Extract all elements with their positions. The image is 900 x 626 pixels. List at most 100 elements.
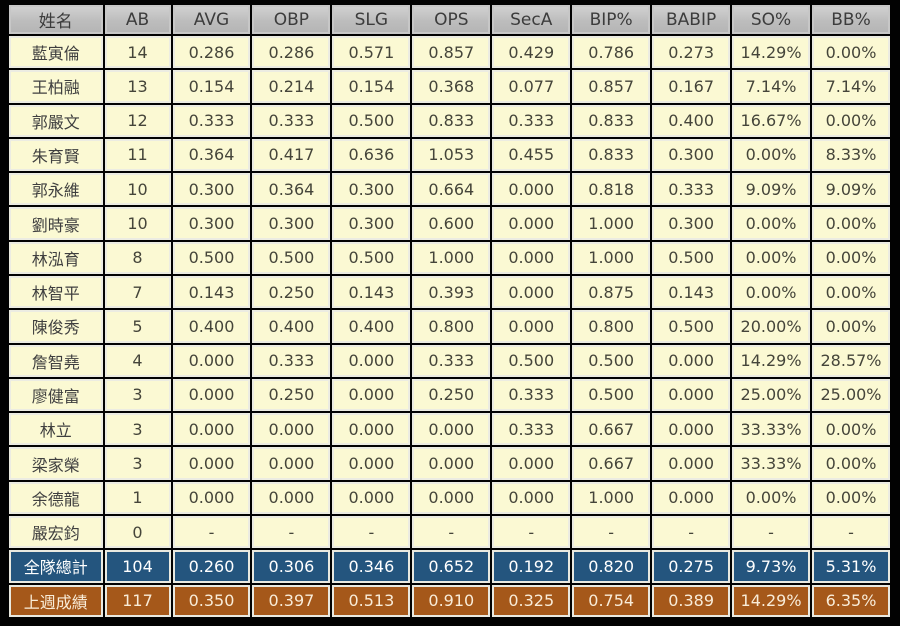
column-header-5: OPS <box>412 5 491 34</box>
total-stat-cell: 104 <box>104 550 171 583</box>
table-row: 朱育賢 11 0.364 0.417 0.636 1.053 0.455 0.833 0.300… <box>9 138 890 172</box>
stat-cell: 0.000 <box>492 275 571 309</box>
stat-cell: 0.000 <box>412 413 491 446</box>
stat-cell: 0.364 <box>172 138 251 172</box>
stat-cell: 0.00% <box>812 447 890 480</box>
total-stat-cell: 0.652 <box>412 550 491 583</box>
stat-cell: 16.67% <box>732 104 811 137</box>
stat-cell: 0.364 <box>252 173 331 206</box>
total-stat-cell: 0.820 <box>572 550 651 583</box>
stat-cell: 7.14% <box>732 70 811 103</box>
stat-cell: 3 <box>104 378 171 412</box>
stat-cell: 0.000 <box>492 447 571 480</box>
total-stat-cell: 0.260 <box>172 550 251 583</box>
stat-cell: 0.000 <box>172 378 251 412</box>
stat-cell: 28.57% <box>812 344 890 377</box>
stat-cell: - <box>252 515 331 549</box>
column-header-3: OBP <box>252 5 331 34</box>
stat-cell: 8 <box>104 241 171 274</box>
stat-cell: 0.273 <box>652 36 731 69</box>
stat-cell: 0.667 <box>572 413 651 446</box>
stat-cell: 0.143 <box>652 275 731 309</box>
stat-cell: 0.000 <box>652 344 731 377</box>
table-row: 梁家榮 3 0.000 0.000 0.000 0.000 0.000 0.667 0.000 3… <box>9 447 890 480</box>
stat-cell: 0.000 <box>412 447 491 480</box>
stat-cell: 0.00% <box>812 481 890 514</box>
table-row: 詹智堯 4 0.000 0.333 0.000 0.333 0.500 0.500 0.000 1… <box>9 344 890 377</box>
stat-cell: 0.500 <box>652 241 731 274</box>
player-name-cell: 林智平 <box>9 275 103 309</box>
stat-cell: 0.417 <box>252 138 331 172</box>
stat-cell: 0.786 <box>572 36 651 69</box>
stat-cell: 0.000 <box>332 481 411 514</box>
total-row-team: 全隊總計 104 0.260 0.306 0.346 0.652 0.192 0.820 0.2… <box>9 550 890 583</box>
stat-cell: 0.000 <box>652 481 731 514</box>
stat-cell: 0.500 <box>252 241 331 274</box>
player-name-cell: 嚴宏鈞 <box>9 515 103 549</box>
batting-stats-table: 姓名 AB AVG OBP SLG OPS SecA BIP% BABIP SO% BB% 藍寅倫 1… <box>7 3 892 619</box>
stat-cell: 0.800 <box>572 310 651 343</box>
stat-cell: 3 <box>104 413 171 446</box>
stat-cell: 0.300 <box>652 138 731 172</box>
stat-cell: 1.000 <box>412 241 491 274</box>
stat-cell: 0.664 <box>412 173 491 206</box>
stat-cell: 0.000 <box>492 481 571 514</box>
total-stat-cell: 0.389 <box>652 584 731 617</box>
player-name-cell: 余德龍 <box>9 481 103 514</box>
stat-cell: 0 <box>104 515 171 549</box>
stat-cell: 0.00% <box>732 207 811 240</box>
table-row: 林立 3 0.000 0.000 0.000 0.000 0.333 0.667 0.000 33… <box>9 413 890 446</box>
stat-cell: 14.29% <box>732 344 811 377</box>
stat-cell: 0.000 <box>252 481 331 514</box>
stat-cell: 0.077 <box>492 70 571 103</box>
stat-cell: 0.500 <box>572 378 651 412</box>
stat-cell: 0.000 <box>412 481 491 514</box>
stat-cell: 4 <box>104 344 171 377</box>
stat-cell: 0.000 <box>172 413 251 446</box>
total-stat-cell: 5.31% <box>812 550 890 583</box>
stat-cell: 0.00% <box>812 275 890 309</box>
table-row: 林泓育 8 0.500 0.500 0.500 1.000 0.000 1.000 0.500 0… <box>9 241 890 274</box>
stat-cell: 0.00% <box>812 104 890 137</box>
stat-cell: 1.000 <box>572 481 651 514</box>
table-body: 藍寅倫 14 0.286 0.286 0.571 0.857 0.429 0.786 0.273… <box>9 36 890 617</box>
stat-cell: 0.300 <box>332 207 411 240</box>
stat-cell: 12 <box>104 104 171 137</box>
stat-cell: 7 <box>104 275 171 309</box>
stat-cell: 0.636 <box>332 138 411 172</box>
player-name-cell: 劉時豪 <box>9 207 103 240</box>
total-stat-cell: 14.29% <box>732 584 811 617</box>
stat-cell: 0.818 <box>572 173 651 206</box>
stat-cell: 0.400 <box>252 310 331 343</box>
stat-cell: 0.00% <box>812 310 890 343</box>
stat-cell: 0.000 <box>252 447 331 480</box>
stat-cell: 0.250 <box>252 378 331 412</box>
stat-cell: 0.400 <box>652 104 731 137</box>
table-row: 林智平 7 0.143 0.250 0.143 0.393 0.000 0.875 0.143 0… <box>9 275 890 309</box>
table-header: 姓名 AB AVG OBP SLG OPS SecA BIP% BABIP SO% BB% <box>9 5 890 34</box>
stat-cell: 0.000 <box>332 413 411 446</box>
table-row: 廖健富 3 0.000 0.250 0.000 0.250 0.333 0.500 0.000 2… <box>9 378 890 412</box>
stat-cell: - <box>812 515 890 549</box>
stat-cell: 0.429 <box>492 36 571 69</box>
stat-cell: 0.333 <box>252 104 331 137</box>
stat-cell: 0.167 <box>652 70 731 103</box>
stat-cell: 0.500 <box>492 344 571 377</box>
player-name-cell: 廖健富 <box>9 378 103 412</box>
total-label-cell: 全隊總計 <box>9 550 103 583</box>
stat-cell: 0.833 <box>412 104 491 137</box>
stat-cell: 0.000 <box>652 447 731 480</box>
stat-cell: 0.333 <box>412 344 491 377</box>
stat-cell: 0.500 <box>172 241 251 274</box>
stat-cell: 0.143 <box>172 275 251 309</box>
stat-cell: 0.857 <box>412 36 491 69</box>
total-stat-cell: 9.73% <box>732 550 811 583</box>
stat-cell: 0.875 <box>572 275 651 309</box>
total-stat-cell: 0.306 <box>252 550 331 583</box>
stat-cell: 3 <box>104 447 171 480</box>
column-header-2: AVG <box>172 5 251 34</box>
total-stat-cell: 0.513 <box>332 584 411 617</box>
stat-cell: 0.333 <box>492 104 571 137</box>
stat-cell: 0.333 <box>652 173 731 206</box>
stat-cell: 0.500 <box>652 310 731 343</box>
